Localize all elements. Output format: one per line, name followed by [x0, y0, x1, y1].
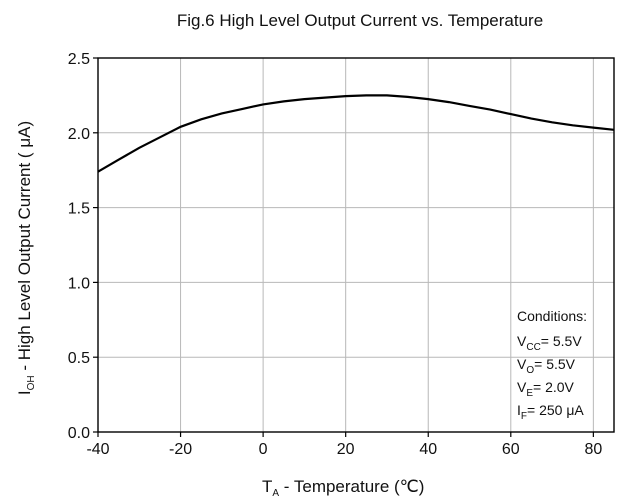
- y-axis-label-subscript: OH: [26, 375, 37, 390]
- condition-line: VCC= 5.5V: [517, 333, 582, 353]
- y-tick-label: 1.0: [68, 275, 90, 292]
- x-tick-label: -20: [169, 441, 192, 458]
- x-tick-label: -40: [86, 441, 109, 458]
- axis-ticks: -40 -20 0 20 40 60 80 0.0 0.5 1.0 1.5 2.0 2.5: [68, 51, 603, 458]
- series-line: [97, 94, 615, 173]
- y-tick-label: 0.5: [68, 350, 90, 367]
- conditions-box: Conditions: VCC= 5.5V VO= 5.5V VE= 2.0V IF=…: [517, 308, 587, 422]
- y-axis-label-symbol: I: [15, 390, 34, 395]
- x-tick-label: 20: [337, 441, 355, 458]
- x-axis-label-symbol: T: [262, 477, 272, 496]
- y-tick-label: 2.5: [68, 51, 90, 68]
- y-tick-label: 2.0: [68, 126, 90, 143]
- x-axis-label-text: - Temperature (℃): [279, 477, 424, 496]
- x-axis-label-subscript: A: [272, 488, 279, 499]
- condition-line: VE= 2.0V: [517, 379, 575, 399]
- y-tick-label: 0.0: [68, 425, 90, 442]
- condition-line: IF= 250 μA: [517, 402, 584, 422]
- grid-lines: [98, 58, 614, 432]
- x-tick-label: 40: [419, 441, 437, 458]
- x-tick-label: 0: [259, 441, 268, 458]
- y-axis-label-text: - High Level Output Current ( μA): [15, 121, 34, 376]
- conditions-heading: Conditions:: [517, 308, 587, 324]
- y-axis-label: IOH - High Level Output Current ( μA): [15, 121, 37, 395]
- condition-line: VO= 5.5V: [517, 356, 576, 376]
- x-axis-label: TA - Temperature (℃): [262, 477, 424, 499]
- x-tick-label: 80: [584, 441, 602, 458]
- chart-title: Fig.6 High Level Output Current vs. Temp…: [177, 11, 543, 30]
- x-tick-label: 60: [502, 441, 520, 458]
- y-tick-label: 1.5: [68, 201, 90, 218]
- plot-frame: [97, 57, 615, 433]
